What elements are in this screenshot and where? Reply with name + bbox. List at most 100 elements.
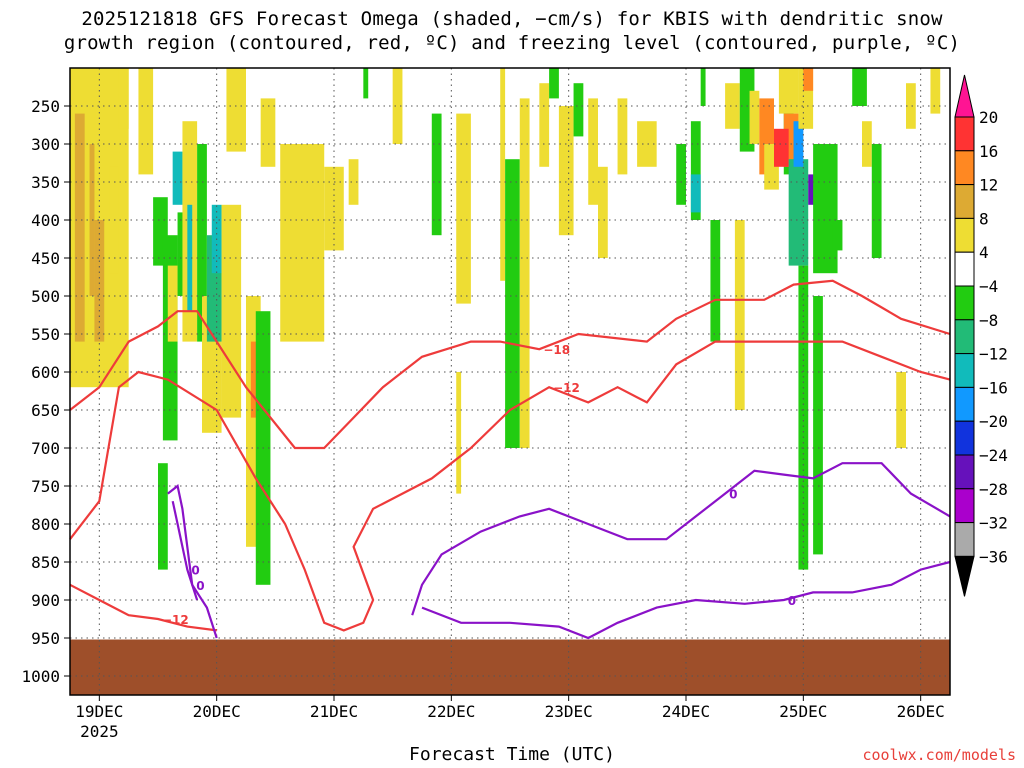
- x-tick-label: 21DEC: [310, 702, 358, 721]
- purple-contour-label: 0: [788, 594, 796, 608]
- purple-contour-line: [171, 500, 199, 601]
- omega-cell: [690, 121, 701, 220]
- omega-cell: [519, 98, 530, 449]
- purple-contour-line: [167, 484, 218, 639]
- colorbar-label: 8: [979, 209, 989, 228]
- y-tick-label: 950: [31, 629, 60, 648]
- x-tick-label: 23DEC: [545, 702, 593, 721]
- omega-cell: [734, 220, 745, 410]
- omega-cell: [617, 98, 628, 175]
- x-tick-label: 22DEC: [427, 702, 475, 721]
- omega-cell: [197, 144, 207, 342]
- omega-cell: [392, 68, 403, 144]
- omega-cell: [558, 106, 574, 236]
- y-tick-label: 900: [31, 591, 60, 610]
- credit-text: coolwx.com/models: [862, 746, 1016, 764]
- colorbar: 20 16 12 8 4 −4 −8 −12 −16 −20 −24 −28 −32 −36: [954, 74, 1008, 597]
- y-axis: 250 300 350 400 450 500 550 600 650 700 750 800 850 9…: [21, 97, 70, 686]
- purple-contour-line: [421, 560, 951, 640]
- omega-cell: [172, 151, 183, 205]
- omega-cell: [363, 68, 369, 99]
- colorbar-label: −24: [979, 446, 1008, 465]
- colorbar-label: −8: [979, 311, 998, 330]
- colorbar-swatch: [954, 251, 975, 287]
- plot-frame: [69, 67, 951, 696]
- omega-cell: [167, 265, 178, 342]
- omega-cell: [852, 68, 867, 106]
- omega-cell: [260, 98, 276, 167]
- omega-cell: [348, 159, 359, 205]
- colorbar-bottom-arrow: [954, 555, 975, 597]
- omega-cell: [573, 83, 584, 137]
- red-contour-line: [69, 583, 217, 632]
- omega-cell: [539, 83, 550, 167]
- y-tick-label: 400: [31, 211, 60, 230]
- omega-cell: [862, 121, 872, 167]
- omega-cell: [549, 68, 559, 99]
- omega-cell: [158, 463, 168, 570]
- omega-cell: [431, 113, 442, 236]
- omega-cell: [637, 121, 657, 167]
- ground-surface: [70, 639, 950, 695]
- omega-cell: [226, 68, 246, 152]
- omega-cell: [798, 265, 809, 570]
- omega-cell: [690, 174, 701, 213]
- colorbar-swatch: [954, 353, 975, 388]
- x-tick-label: 24DEC: [662, 702, 710, 721]
- omega-cell: [871, 144, 882, 258]
- omega-cell: [500, 68, 506, 281]
- x-tick-sublabel: 2025: [80, 722, 119, 741]
- colorbar-swatch: [954, 319, 975, 355]
- y-tick-label: 500: [31, 287, 60, 306]
- chart-title-line2: growth region (contoured, red, ºC) and f…: [63, 32, 961, 54]
- purple-contour-line: [411, 462, 951, 616]
- y-tick-label: 300: [31, 135, 60, 154]
- colorbar-label: −36: [979, 547, 1008, 566]
- omega-cell: [778, 68, 799, 114]
- omega-cell: [74, 113, 85, 342]
- colorbar-label: 20: [979, 108, 998, 127]
- omega-cell: [803, 68, 814, 91]
- chart-title-line1: 2025121818 GFS Forecast Omega (shaded, −…: [81, 8, 943, 30]
- x-tick-label: 26DEC: [897, 702, 945, 721]
- colorbar-label: −28: [979, 480, 1008, 499]
- colorbar-top-arrow: [954, 74, 975, 118]
- y-tick-label: 600: [31, 363, 60, 382]
- x-tick-label: 25DEC: [779, 702, 827, 721]
- y-tick-label: 550: [31, 325, 60, 344]
- omega-cell: [280, 144, 325, 342]
- red-contour-line: [69, 340, 951, 632]
- omega-cell: [588, 98, 598, 205]
- omega-cell: [118, 68, 129, 129]
- x-tick-label: 19DEC: [75, 702, 123, 721]
- colorbar-swatch: [954, 217, 975, 253]
- purple-contour-label: 0: [196, 579, 204, 593]
- omega-cell: [813, 144, 838, 274]
- red-contour-label: −18: [543, 343, 570, 357]
- colorbar-swatch: [954, 184, 975, 219]
- purple-contour-label: 0: [191, 564, 199, 578]
- omega-cell: [906, 83, 916, 129]
- omega-cell: [456, 113, 471, 304]
- x-axis-title: Forecast Time (UTC): [409, 744, 615, 765]
- colorbar-swatch: [954, 420, 975, 456]
- omega-cell: [793, 121, 804, 167]
- colorbar-label: −20: [979, 412, 1008, 431]
- omega-cell: [788, 159, 809, 266]
- omega-cell: [774, 128, 789, 167]
- omega-cell: [187, 204, 193, 312]
- y-tick-label: 750: [31, 477, 60, 496]
- y-tick-label: 450: [31, 249, 60, 268]
- colorbar-swatch: [954, 454, 975, 490]
- omega-cell: [725, 83, 740, 129]
- y-tick-label: 1000: [21, 667, 60, 686]
- omega-cell: [930, 68, 941, 114]
- colorbar-swatch: [954, 522, 975, 557]
- colorbar-label: −16: [979, 378, 1008, 397]
- colorbar-label: 16: [979, 142, 998, 161]
- omega-cell: [598, 166, 608, 258]
- omega-cell: [749, 90, 760, 144]
- y-tick-label: 250: [31, 97, 60, 116]
